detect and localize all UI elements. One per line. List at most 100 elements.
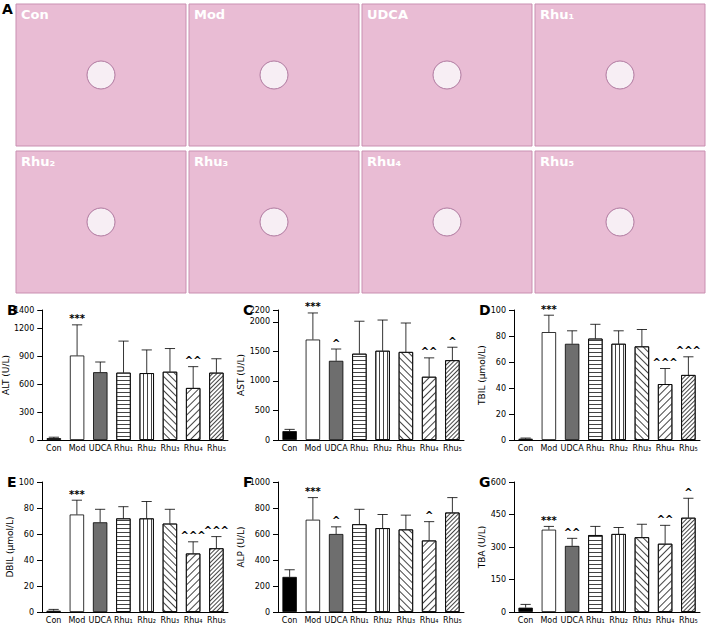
svg-text:Rhu₃: Rhu₃: [632, 616, 651, 625]
svg-text:^^: ^^: [657, 514, 674, 525]
svg-text:UDCA: UDCA: [89, 444, 113, 453]
svg-text:Con: Con: [46, 616, 62, 625]
svg-text:Rhu₅: Rhu₅: [207, 444, 226, 453]
svg-text:300: 300: [19, 408, 34, 417]
svg-text:Rhu₂: Rhu₂: [137, 616, 156, 625]
svg-text:900: 900: [19, 352, 34, 361]
svg-text:Rhu₅: Rhu₅: [540, 154, 574, 169]
svg-text:^^^: ^^^: [181, 530, 206, 541]
svg-text:Mod: Mod: [304, 616, 321, 625]
svg-text:D: D: [479, 302, 491, 318]
svg-text:Rhu₁: Rhu₁: [586, 616, 605, 625]
svg-text:***: ***: [69, 313, 85, 324]
svg-text:Rhu₄: Rhu₄: [184, 616, 203, 625]
svg-text:Rhu₄: Rhu₄: [656, 444, 675, 453]
svg-text:Mod: Mod: [540, 616, 557, 625]
svg-text:Mod: Mod: [68, 616, 85, 625]
svg-text:E: E: [7, 474, 17, 490]
svg-text:Rhu₅: Rhu₅: [679, 444, 698, 453]
svg-text:1500: 1500: [250, 347, 270, 356]
svg-text:***: ***: [541, 515, 557, 526]
svg-text:UDCA: UDCA: [561, 616, 585, 625]
svg-text:60: 60: [24, 530, 34, 539]
svg-text:Rhu₁: Rhu₁: [350, 616, 369, 625]
svg-text:Rhu₃: Rhu₃: [161, 444, 180, 453]
svg-text:Con: Con: [518, 616, 534, 625]
svg-text:ALT (U/L): ALT (U/L): [1, 355, 11, 395]
svg-text:Rhu₁: Rhu₁: [114, 616, 133, 625]
svg-text:UDCA: UDCA: [325, 616, 349, 625]
svg-text:Rhu₂: Rhu₂: [609, 444, 628, 453]
svg-text:300: 300: [491, 543, 506, 552]
svg-text:^^^: ^^^: [676, 345, 701, 356]
svg-text:Con: Con: [282, 616, 298, 625]
svg-text:TBIL (μmol/L): TBIL (μmol/L): [477, 345, 487, 406]
svg-text:Mod: Mod: [194, 7, 225, 22]
svg-text:Rhu₂: Rhu₂: [21, 154, 55, 169]
svg-text:20: 20: [24, 582, 34, 591]
svg-text:^^: ^^: [185, 355, 202, 366]
svg-text:Rhu₅: Rhu₅: [679, 616, 698, 625]
svg-text:Rhu₅: Rhu₅: [443, 444, 462, 453]
svg-text:^^: ^^: [421, 346, 438, 357]
svg-text:UDCA: UDCA: [561, 444, 585, 453]
svg-text:Rhu₃: Rhu₃: [396, 444, 415, 453]
svg-text:***: ***: [69, 489, 85, 500]
svg-text:200: 200: [255, 582, 270, 591]
svg-text:80: 80: [496, 332, 506, 341]
svg-text:TBA (U/L): TBA (U/L): [477, 526, 487, 569]
svg-text:1000: 1000: [250, 376, 270, 385]
svg-text:Rhu₃: Rhu₃: [396, 616, 415, 625]
svg-text:Con: Con: [21, 7, 49, 22]
svg-text:0: 0: [501, 436, 506, 445]
svg-text:Rhu₂: Rhu₂: [373, 444, 392, 453]
svg-text:Rhu₂: Rhu₂: [137, 444, 156, 453]
svg-text:0: 0: [265, 436, 270, 445]
svg-text:Rhu₅: Rhu₅: [443, 616, 462, 625]
svg-text:1200: 1200: [14, 324, 34, 333]
svg-text:^: ^: [332, 338, 340, 349]
svg-text:Mod: Mod: [69, 444, 86, 453]
svg-text:***: ***: [305, 301, 321, 312]
svg-text:Rhu₄: Rhu₄: [420, 616, 439, 625]
svg-text:800: 800: [255, 504, 270, 513]
svg-text:40: 40: [24, 556, 34, 565]
svg-text:ALP (U/L): ALP (U/L): [236, 526, 246, 567]
svg-text:Rhu₁: Rhu₁: [114, 444, 133, 453]
svg-text:500: 500: [255, 406, 270, 415]
svg-text:***: ***: [541, 304, 557, 315]
svg-text:60: 60: [496, 358, 506, 367]
svg-text:Rhu₁: Rhu₁: [586, 444, 605, 453]
svg-text:Con: Con: [518, 444, 534, 453]
svg-text:0: 0: [29, 608, 34, 617]
svg-text:UDCA: UDCA: [367, 7, 408, 22]
svg-text:150: 150: [491, 575, 506, 584]
svg-text:Rhu₄: Rhu₄: [420, 444, 439, 453]
svg-text:450: 450: [491, 510, 506, 519]
svg-text:^: ^: [332, 515, 340, 526]
svg-text:***: ***: [305, 486, 321, 497]
svg-text:1000: 1000: [250, 478, 270, 487]
svg-text:AST (U/L): AST (U/L): [236, 354, 246, 396]
svg-text:Rhu₄: Rhu₄: [656, 616, 675, 625]
svg-text:F: F: [243, 474, 253, 490]
svg-text:C: C: [243, 302, 253, 318]
svg-text:^^: ^^: [564, 527, 581, 538]
svg-text:G: G: [479, 474, 491, 490]
svg-text:Rhu₂: Rhu₂: [373, 616, 392, 625]
svg-text:Mod: Mod: [304, 444, 321, 453]
svg-text:Rhu₁: Rhu₁: [540, 7, 574, 22]
svg-text:Rhu₅: Rhu₅: [207, 616, 226, 625]
svg-text:600: 600: [491, 478, 506, 487]
svg-text:UDCA: UDCA: [325, 444, 349, 453]
svg-text:0: 0: [501, 608, 506, 617]
svg-text:^^^: ^^^: [204, 525, 229, 536]
svg-text:Rhu₃: Rhu₃: [160, 616, 179, 625]
svg-text:^^^: ^^^: [653, 357, 678, 368]
svg-text:600: 600: [19, 380, 34, 389]
svg-text:2000: 2000: [250, 317, 270, 326]
svg-text:20: 20: [496, 410, 506, 419]
svg-text:100: 100: [491, 306, 506, 315]
svg-text:A: A: [2, 1, 13, 17]
svg-text:Con: Con: [46, 444, 62, 453]
